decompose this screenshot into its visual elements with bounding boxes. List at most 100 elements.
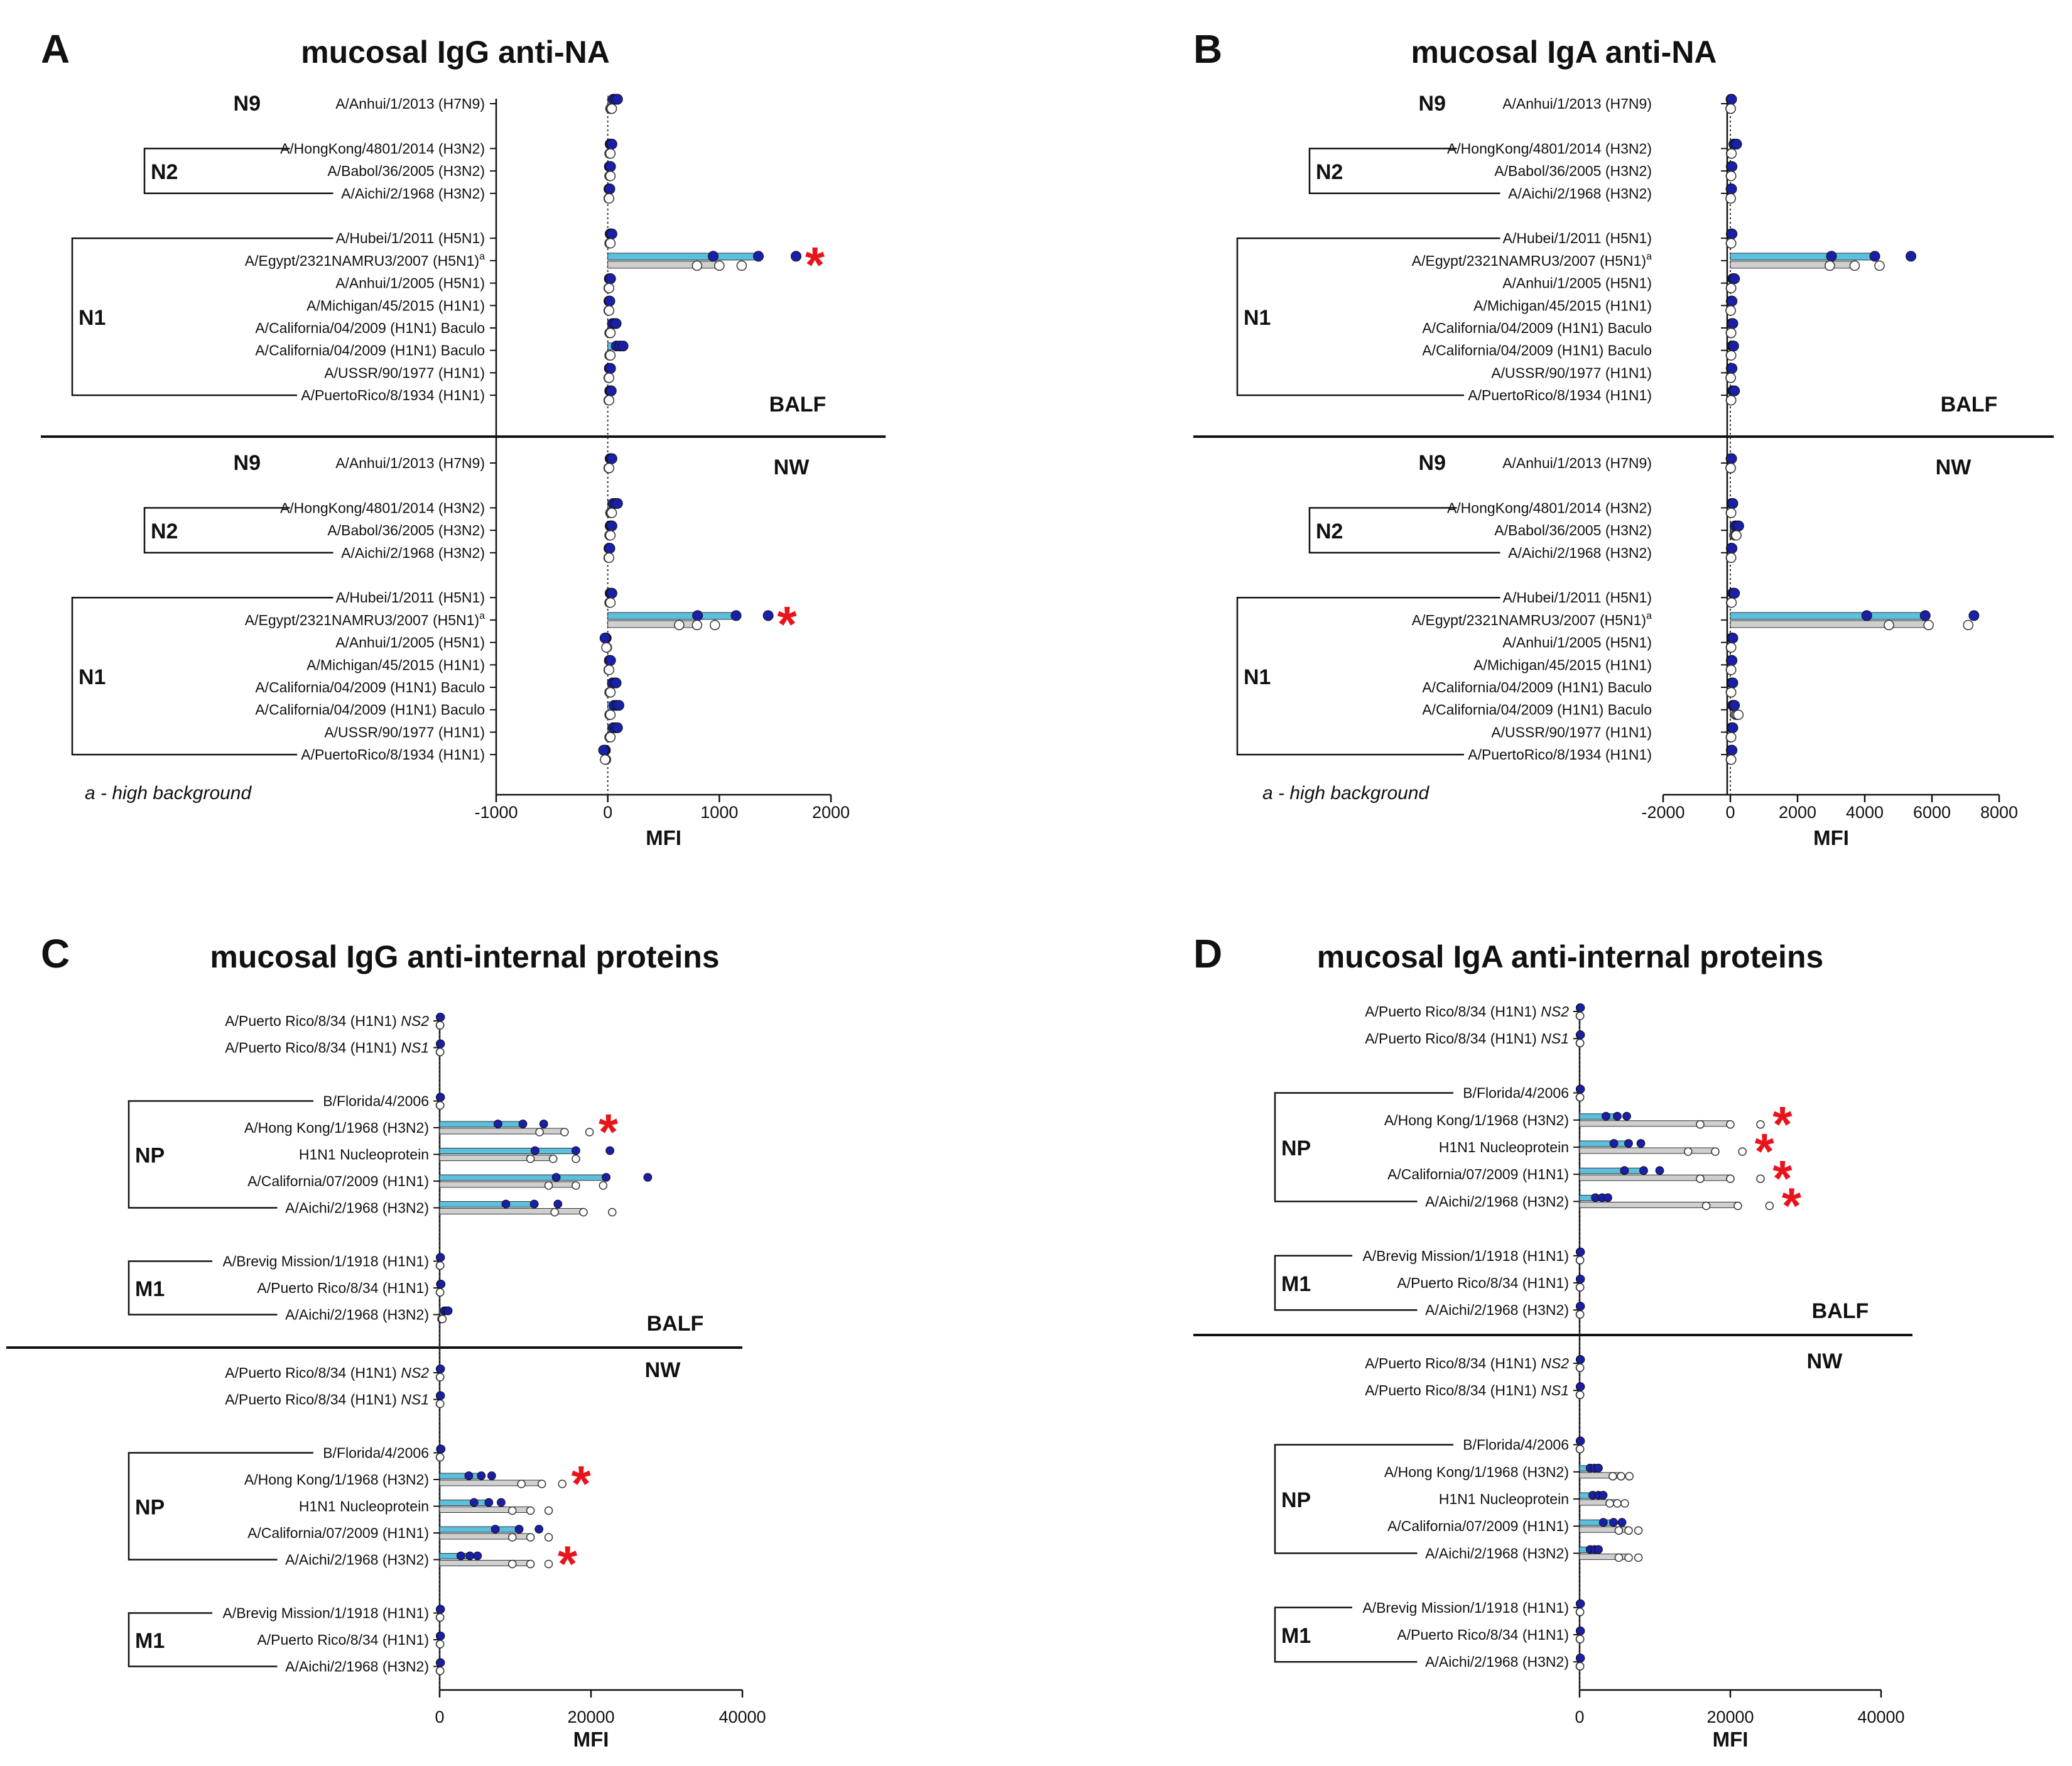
bar-grey bbox=[1579, 1201, 1738, 1208]
category-row: A/PuertoRico/8/1934 (H1N1) bbox=[1468, 744, 1738, 765]
category-label: A/PuertoRico/8/1934 (H1N1) bbox=[1468, 746, 1652, 763]
significance-star: * bbox=[805, 237, 825, 293]
category-label: A/California/07/2009 (H1N1) bbox=[247, 1525, 429, 1541]
bar-blue bbox=[439, 1201, 535, 1207]
dot-grey bbox=[601, 642, 612, 653]
category-row: A/USSR/90/1977 (H1N1) bbox=[324, 362, 616, 383]
category-row: H1N1 Nucleoprotein * bbox=[1439, 1123, 1775, 1179]
dot-blue bbox=[1624, 1139, 1633, 1148]
dot-blue bbox=[599, 633, 610, 644]
dot-blue bbox=[436, 1093, 445, 1102]
category-row: A/Aichi/2/1968 (H3N2) bbox=[1508, 183, 1737, 204]
dot-blue bbox=[1727, 161, 1738, 172]
category-label: A/HongKong/4801/2014 (H3N2) bbox=[280, 499, 485, 516]
dot-blue bbox=[617, 341, 629, 352]
group-label: NP bbox=[1281, 1136, 1311, 1160]
category-row: A/USSR/90/1977 (H1N1) bbox=[1491, 362, 1738, 383]
category-label: A/HongKong/4801/2014 (H3N2) bbox=[280, 140, 485, 156]
dot-grey bbox=[526, 1559, 535, 1569]
dot-blue bbox=[730, 610, 742, 621]
group-bracket bbox=[143, 148, 334, 195]
dot-blue bbox=[1727, 362, 1738, 374]
dot-grey bbox=[435, 1399, 445, 1409]
dot-grey bbox=[1575, 1256, 1585, 1265]
dot-blue bbox=[484, 1498, 494, 1507]
dot-blue bbox=[436, 1632, 445, 1640]
category-row: A/California/04/2009 (H1N1) Baculo bbox=[255, 700, 624, 720]
dot-blue bbox=[612, 722, 623, 733]
category-row: A/Anhui/1/2013 (H7N9) bbox=[1502, 94, 1737, 114]
x-tick-label: 40000 bbox=[1857, 1708, 1904, 1726]
dot-grey bbox=[1725, 462, 1736, 474]
dot-grey bbox=[606, 103, 617, 114]
category-row: A/Puerto Rico/8/34 (H1N1) bbox=[1397, 1627, 1585, 1643]
category-row: A/Hong Kong/1/1968 (H3N2) bbox=[1384, 1464, 1634, 1481]
dot-grey bbox=[535, 1128, 544, 1136]
dot-blue bbox=[606, 138, 617, 150]
significance-star: * bbox=[1782, 1177, 1802, 1233]
significance-star: * bbox=[558, 1536, 578, 1592]
group-label: N9 bbox=[234, 92, 261, 116]
bar-blue bbox=[439, 1148, 577, 1154]
category-label: A/California/07/2009 (H1N1) bbox=[1387, 1166, 1569, 1182]
dot-grey bbox=[1575, 1390, 1585, 1399]
category-row: A/Hubei/1/2011 (H5N1) bbox=[1503, 228, 1738, 249]
category-row: H1N1 Nucleoprotein bbox=[299, 1147, 615, 1164]
dot-blue bbox=[1731, 138, 1742, 150]
category-label: A/USSR/90/1977 (H1N1) bbox=[1491, 724, 1652, 740]
dot-grey bbox=[435, 1373, 445, 1382]
dot-grey bbox=[544, 1533, 553, 1542]
category-row: A/Michigan/45/2015 (H1N1) bbox=[1473, 295, 1738, 316]
category-label: A/Aichi/2/1968 (H3N2) bbox=[341, 545, 485, 561]
category-label: A/California/04/2009 (H1N1) Baculo bbox=[1422, 342, 1652, 359]
category-row: A/Puerto Rico/8/34 (H1N1) NS2 bbox=[225, 1365, 445, 1382]
dot-blue bbox=[598, 744, 609, 756]
group-label: NP bbox=[135, 1496, 165, 1520]
dot-grey bbox=[537, 1480, 546, 1488]
category-row: A/Aichi/2/1968 (H3N2) bbox=[341, 543, 616, 564]
dot-grey bbox=[1726, 170, 1737, 182]
category-row: A/Michigan/45/2015 (H1N1) bbox=[1473, 655, 1738, 675]
dot-grey bbox=[1575, 1093, 1585, 1102]
dot-grey bbox=[604, 283, 615, 293]
dot-grey bbox=[604, 552, 615, 564]
dot-grey bbox=[1575, 1635, 1585, 1643]
bar-grey bbox=[439, 1155, 554, 1161]
dot-grey bbox=[435, 1613, 445, 1622]
group-bracket bbox=[127, 1612, 278, 1667]
dot-blue bbox=[753, 251, 764, 262]
category-label: A/California/04/2009 (H1N1) Baculo bbox=[255, 342, 485, 359]
dot-blue bbox=[602, 1173, 610, 1182]
dot-grey bbox=[549, 1154, 558, 1164]
dot-grey bbox=[692, 619, 703, 631]
bar-grey bbox=[439, 1507, 531, 1513]
category-label: A/Aichi/2/1968 (H3N2) bbox=[285, 1200, 429, 1216]
dot-grey bbox=[604, 305, 615, 316]
dot-grey bbox=[604, 665, 615, 675]
dot-blue bbox=[1598, 1518, 1608, 1527]
category-label: A/USSR/90/1977 (H1N1) bbox=[324, 724, 485, 740]
dot-grey bbox=[1884, 619, 1894, 631]
dot-grey bbox=[599, 1181, 608, 1190]
bar-blue bbox=[439, 1121, 524, 1128]
bar-blue bbox=[1730, 612, 1926, 620]
dot-grey bbox=[692, 260, 703, 271]
bar-grey bbox=[1730, 620, 1929, 628]
dot-grey bbox=[1575, 1662, 1585, 1671]
dot-blue bbox=[1598, 1491, 1608, 1500]
dot-grey bbox=[1617, 1472, 1625, 1481]
category-label: A/Hubei/1/2011 (H5N1) bbox=[1503, 230, 1652, 246]
bar-blue bbox=[1579, 1113, 1618, 1120]
category-label: A/Michigan/45/2015 (H1N1) bbox=[306, 657, 485, 673]
dot-blue bbox=[1727, 228, 1738, 239]
category-row: A/PuertoRico/8/1934 (H1N1) bbox=[301, 744, 612, 765]
category-label: A/California/04/2009 (H1N1) Baculo bbox=[1422, 702, 1652, 718]
dot-grey bbox=[604, 462, 615, 474]
category-row: A/Anhui/1/2013 (H7N9) bbox=[335, 453, 617, 474]
x-tick-label: 2000 bbox=[812, 803, 850, 822]
dot-grey bbox=[1725, 103, 1736, 114]
category-label: A/Hong Kong/1/1968 (H3N2) bbox=[1384, 1464, 1569, 1480]
group-bracket bbox=[1308, 148, 1500, 195]
dot-grey bbox=[1575, 1310, 1585, 1319]
dot-grey bbox=[1726, 1174, 1735, 1183]
